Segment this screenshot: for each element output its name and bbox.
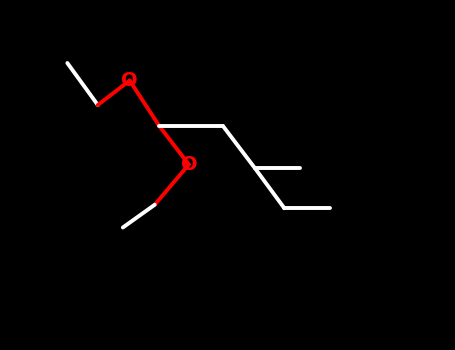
Text: O: O [181, 155, 197, 174]
Text: O: O [121, 71, 138, 90]
